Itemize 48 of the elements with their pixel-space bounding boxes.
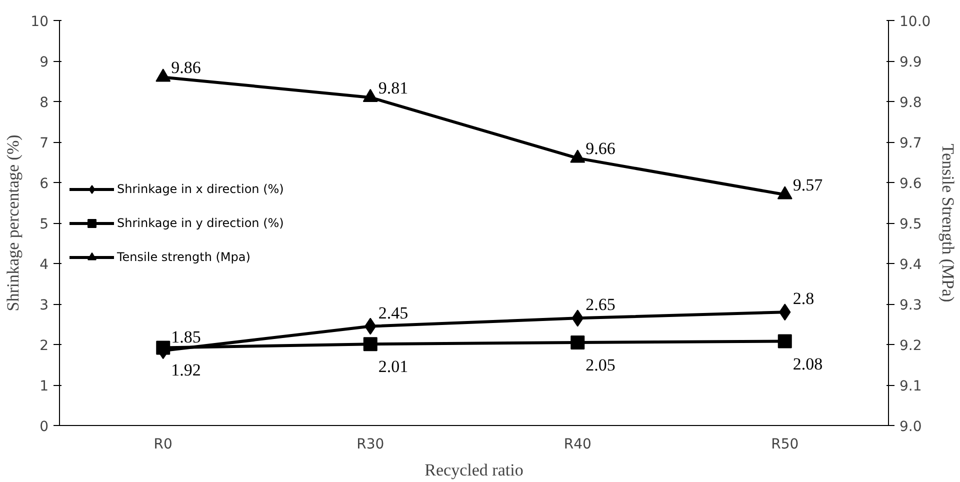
data-label: 9.57 xyxy=(792,176,824,195)
legend-label: Shrinkage in x direction (%) xyxy=(117,182,284,196)
y-tick-label: 5 xyxy=(40,216,49,232)
point xyxy=(156,340,170,355)
y2-tick-label: 9.4 xyxy=(900,257,922,273)
y-tick-label: 7 xyxy=(40,136,49,152)
data-label: 2.08 xyxy=(792,354,823,374)
y-axis-title: Shrinkage percentage (%) xyxy=(4,134,23,312)
point xyxy=(363,337,378,352)
y2-tick-label: 9.1 xyxy=(900,378,922,394)
y2-tick-label: 10.0 xyxy=(900,14,931,30)
data-label: 1.85 xyxy=(171,328,201,347)
y-tick-label: 1 xyxy=(40,378,49,394)
y2-tick-label: 9.3 xyxy=(900,298,922,314)
y-tick-label: 3 xyxy=(40,298,49,314)
point xyxy=(570,335,585,350)
y2-tick-label: 9.6 xyxy=(900,176,922,192)
data-label: 2.05 xyxy=(586,355,616,374)
data-label: 2.8 xyxy=(792,289,814,308)
legend-label: Shrinkage in y direction (%) xyxy=(117,216,284,230)
y2-tick-label: 9.2 xyxy=(900,338,922,354)
y-tick-label: 8 xyxy=(40,95,49,111)
data-label: 2.65 xyxy=(586,295,616,314)
x-tick-label: R30 xyxy=(356,436,384,452)
data-label: 2.45 xyxy=(378,303,408,322)
x-axis-title: Recycled ratio xyxy=(424,460,524,480)
y-tick-label: 10 xyxy=(30,14,49,30)
y-tick-label: 2 xyxy=(40,338,49,354)
y-tick-label: 0 xyxy=(40,419,49,435)
data-label: 9.81 xyxy=(378,78,408,98)
data-label: 9.66 xyxy=(586,139,616,158)
point xyxy=(778,334,792,348)
y2-axis-title: Tensile Strength (MPa) xyxy=(938,144,958,302)
data-label: 2.01 xyxy=(378,357,408,376)
x-tick-label: R40 xyxy=(564,436,592,452)
y2-tick-label: 9.0 xyxy=(900,419,922,435)
y2-tick-label: 9.7 xyxy=(900,136,922,152)
y-tick-label: 4 xyxy=(40,257,49,273)
legend-label: Tensile strength (Mpa) xyxy=(117,250,250,264)
x-tick-label: R0 xyxy=(154,436,172,452)
y2-tick-label: 9.8 xyxy=(900,95,922,111)
data-label: 1.92 xyxy=(171,360,201,380)
data-label: 9.86 xyxy=(171,58,201,78)
y2-tick-label: 9.5 xyxy=(900,216,922,232)
y2-tick-label: 9.9 xyxy=(900,54,922,70)
y-tick-label: 6 xyxy=(40,176,49,192)
y-tick-label: 9 xyxy=(40,54,49,70)
x-tick-label: R50 xyxy=(771,436,799,452)
